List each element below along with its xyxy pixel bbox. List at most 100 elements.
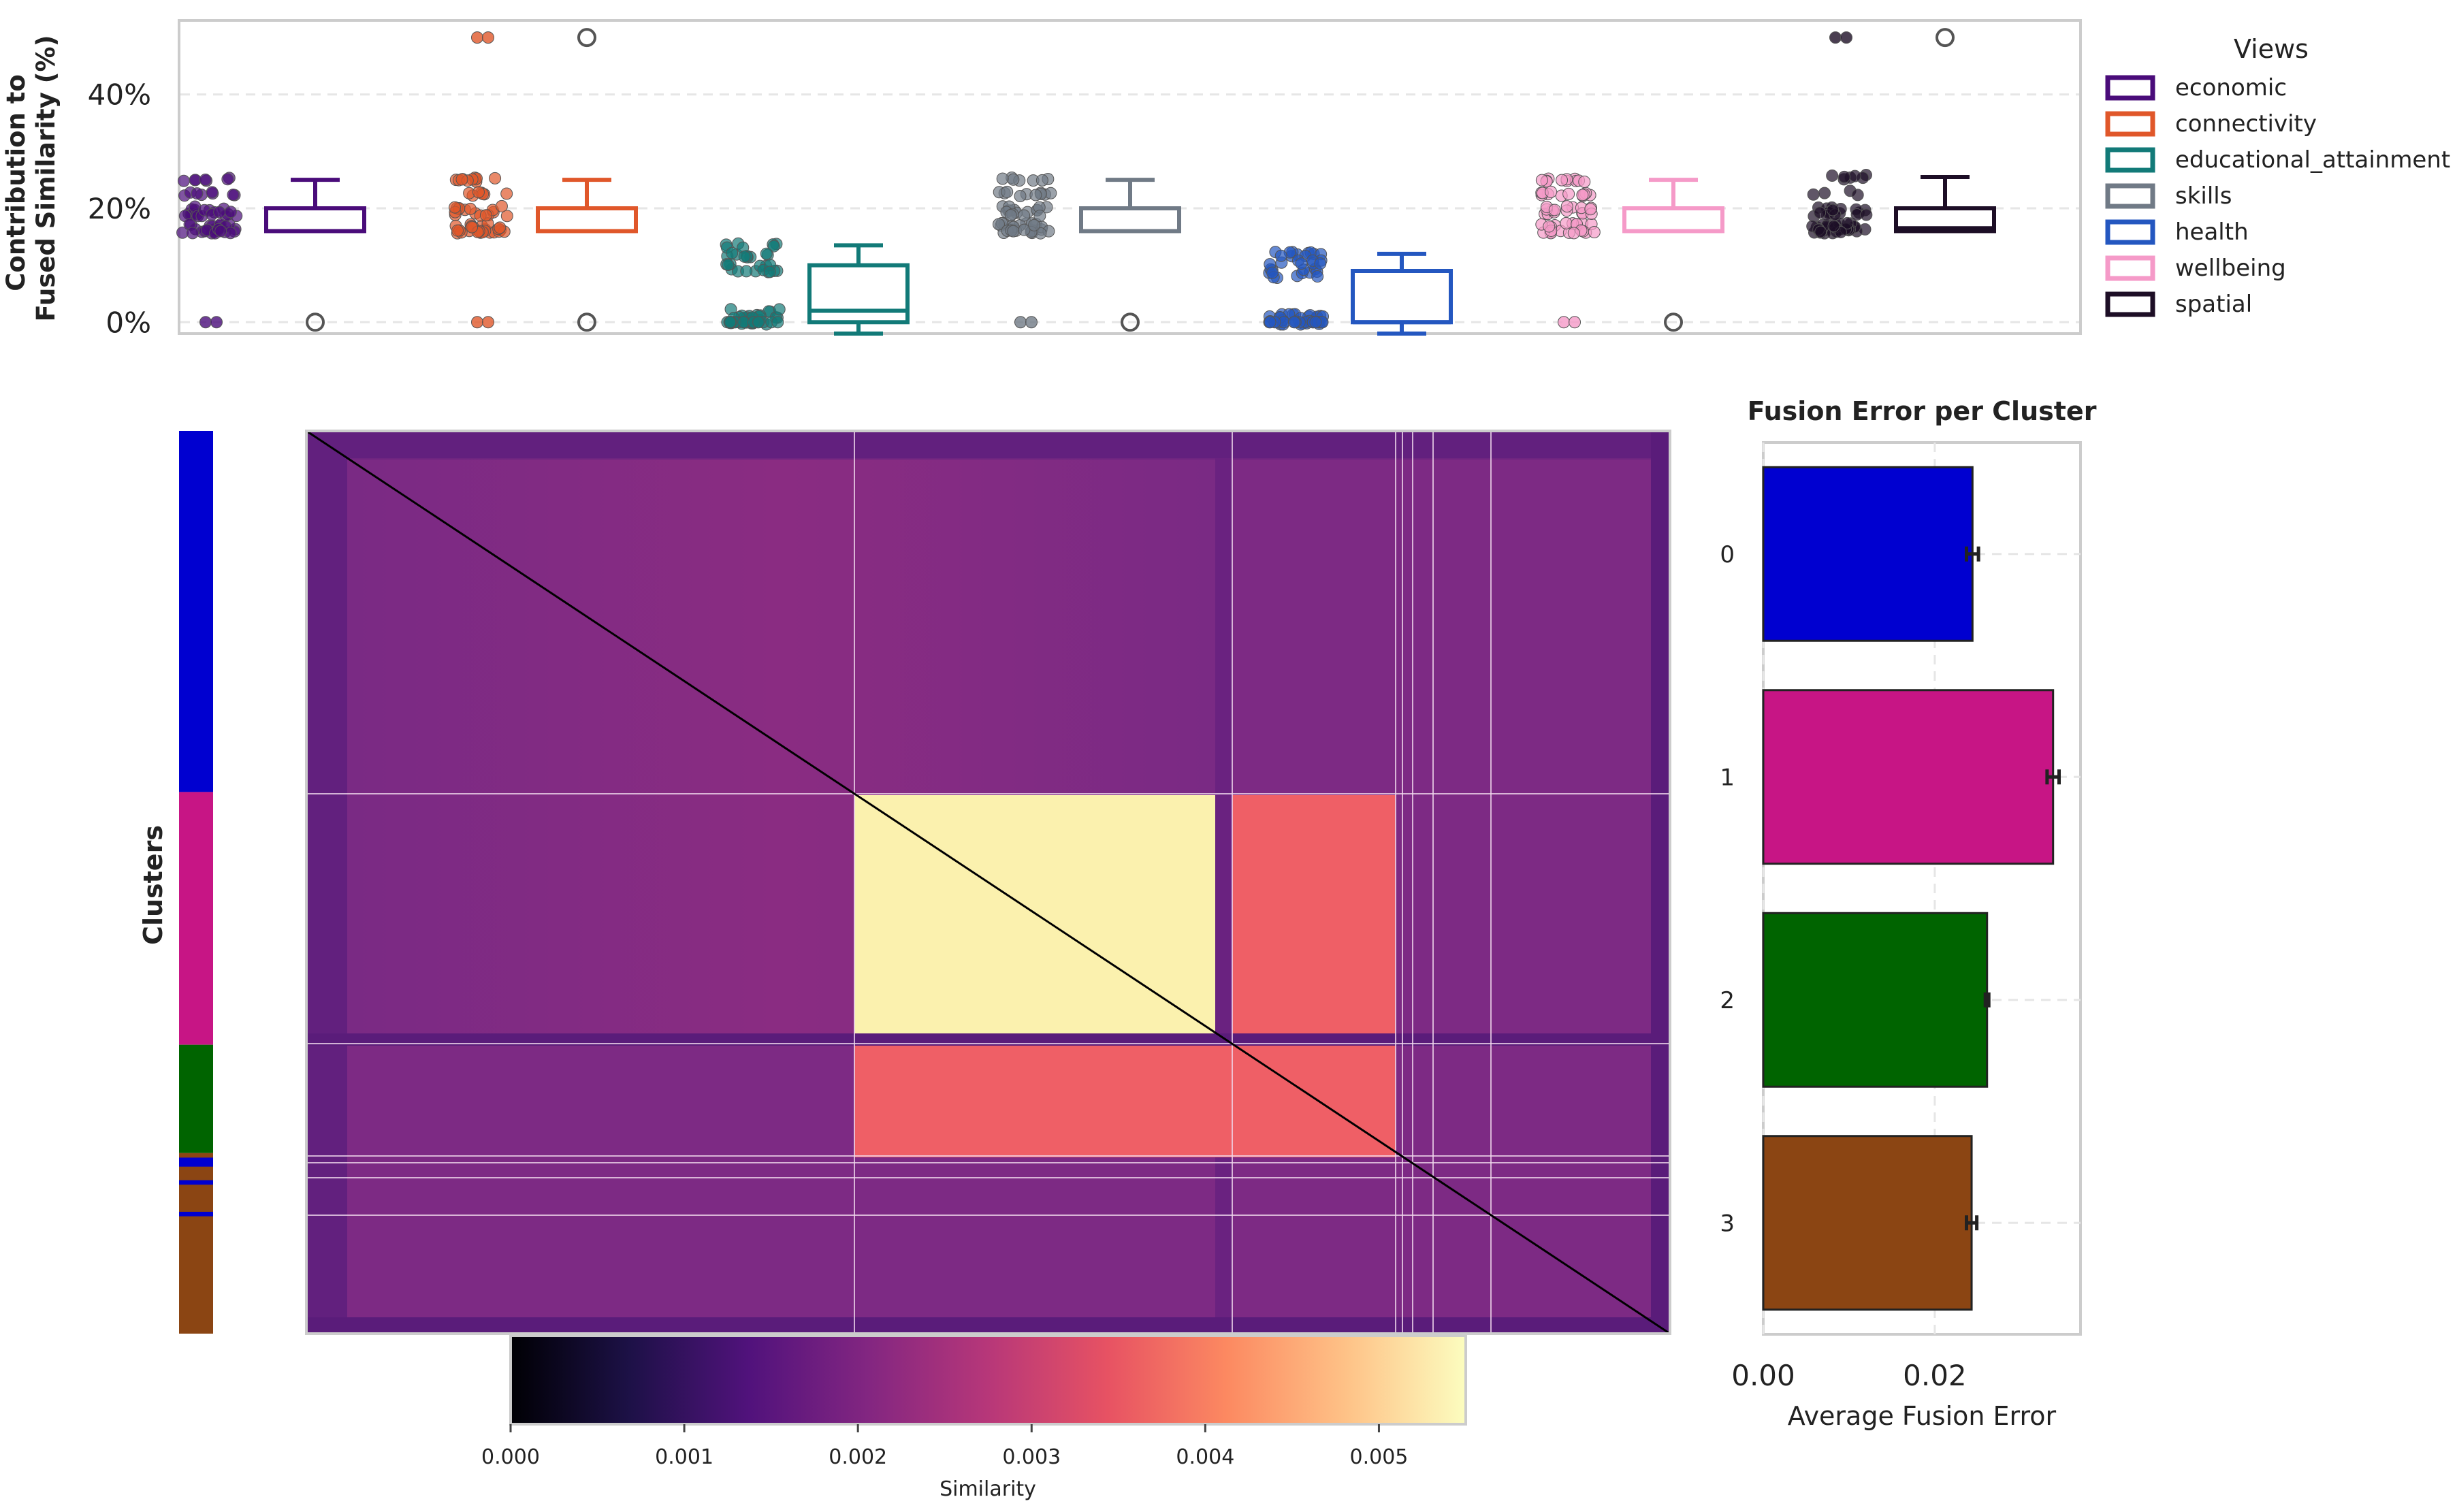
box-strip-point [227,189,240,202]
box-series-spatial [1806,28,1996,240]
box-strip-point [1567,227,1580,240]
box-strip-point [221,173,234,186]
box-strip-point [992,218,1005,231]
bar-cluster-3: 3 [1720,1135,1979,1311]
box-strip-point [1314,257,1327,270]
heatmap-block-dark-column [1215,431,1232,1334]
box-strip-point [724,316,737,329]
box-strip-outlier [210,316,223,329]
heatmap-diagonal [306,431,1670,1334]
box-strip-point [1576,189,1589,202]
box-strip-point [996,172,1009,185]
box-strip-point [1311,270,1324,283]
box-series-connectivity [449,28,638,332]
box-strip-point [500,210,513,223]
box-strip-point [1035,174,1048,187]
heatmap-dark-band-top [306,431,1670,458]
box-strip-point [763,266,776,278]
legend-label: health [2175,219,2249,246]
legend-swatch [2105,111,2155,137]
legend-label: connectivity [2175,110,2317,138]
legend-title: Views [2234,34,2309,64]
heatmap-y-label: Clusters [138,825,168,945]
bar-chart-title: Fusion Error per Cluster [1748,396,2097,426]
box-strip-point [472,186,485,199]
box-strip-point [1562,187,1575,200]
box-strip-point [1841,216,1854,229]
bar-cluster-2: 2 [1720,912,1991,1088]
box-strip-point [1295,257,1308,270]
box-strip-point [1018,209,1031,222]
box-strip-point [740,265,753,278]
box-strip-point [1018,223,1031,236]
bar [1762,912,1989,1088]
box-series-skills [992,171,1181,332]
box-outlier [577,28,596,48]
bar-chart-x-ticks: 0.00 0.02 [1731,1359,1966,1392]
box-outlier [1121,312,1140,332]
box-strip-point [1848,170,1861,182]
bar [1762,1135,1973,1311]
box-strip-point [1588,225,1601,238]
heatmap-cluster-lines [306,431,1670,1334]
box-strip-outlier [1569,316,1581,329]
box-strip-point [760,247,773,260]
box-strip-outlier [199,316,212,329]
legend-label: economic [2175,74,2287,101]
similarity-colorbar: 0.000 0.001 0.002 0.003 0.004 0.005 Similarit… [481,1334,1467,1501]
boxplot-series [176,28,1996,336]
box-series-wellbeing [1535,172,1724,332]
box-strip-point [1827,220,1840,233]
box-strip-outlier [1840,31,1852,44]
boxplot-y-tick-label: 20% [88,192,151,225]
colorbar-tick-label: 0.003 [1002,1445,1061,1469]
boxplot-y-ticks: 0% 20% 40% [88,78,151,340]
bar [1762,466,1974,642]
legend-swatch [2105,219,2155,245]
bar-chart-x-label: Average Fusion Error [1788,1401,2057,1431]
legend-swatch [2105,183,2155,209]
box-strip-point [1266,266,1279,279]
box-strip-point [494,221,507,234]
legend-items: economic connectivity educational_attainme… [2105,74,2450,318]
box-strip-point [191,187,204,200]
cluster-band-2 [179,1044,213,1153]
box-strip-point [1548,204,1561,216]
box-outlier [306,312,325,332]
box-strip-point [752,316,765,329]
box-strip-point [1543,220,1556,233]
box-strip-point [1578,175,1591,188]
box-strip-point [1014,189,1027,202]
box-strip-point [455,173,468,186]
box-strip-point [186,227,199,240]
box-strip-point [1584,203,1597,216]
boxplot-y-label: Contribution to Fused Similarity (%) [1,35,61,322]
box-strip-point [1860,208,1873,221]
heatmap-frame [305,430,1671,1335]
box-strip-point [224,206,237,219]
box-strip-outlier [482,316,494,329]
box-strip-point [1556,174,1569,187]
colorbar-tick-label: 0.000 [481,1445,540,1469]
contribution-boxplot: 0% 20% 40% Contribution to Fused Similarit… [1,19,2082,340]
box-strip-point [1827,204,1840,216]
box-series-health [1263,246,1453,336]
colorbar-tick-label: 0.002 [829,1445,887,1469]
box-strip-outlier [1014,316,1027,329]
legend-label: educational_attainment [2175,146,2450,174]
legend-label: wellbeing [2175,255,2286,282]
box-strip-point [773,303,786,316]
cluster-band-0 [179,431,213,792]
box-strip-point [1560,200,1573,213]
box-strip-point [1309,316,1322,329]
box-strip-outlier [1829,31,1842,44]
box-strip-point [1004,209,1017,222]
box-strip-point [1264,316,1276,329]
box-strip-point [466,221,479,234]
box-strip-point [767,240,780,253]
colorbar-tick-label: 0.005 [1350,1445,1409,1469]
bar-cluster-1: 1 [1720,689,2061,865]
box-strip-point [1838,170,1851,183]
heatmap-dark-band-right [1651,431,1670,1334]
heatmap-dark-band-bottom [306,1317,1670,1334]
